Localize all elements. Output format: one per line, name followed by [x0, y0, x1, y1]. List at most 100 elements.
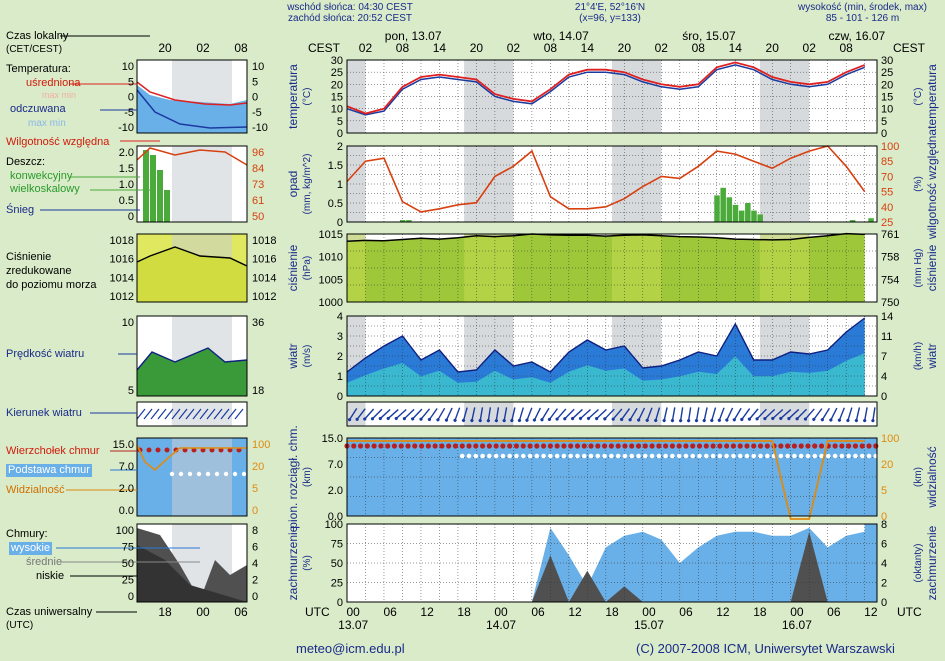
mini-arrow — [150, 408, 160, 420]
wind-arrow — [671, 407, 676, 421]
utc-tick: 12 — [568, 605, 582, 619]
cloud-base-dot — [690, 453, 696, 459]
cloud-top-dot — [812, 443, 818, 449]
cloud-top-dot — [446, 443, 452, 449]
y-tick-right: 25 — [881, 67, 893, 79]
wind-arrow-head — [570, 416, 575, 421]
cloud-top-dot — [588, 443, 594, 449]
wind-arrow — [526, 407, 533, 421]
cloud-base-dot — [792, 453, 797, 459]
mini-tick-left: -5 — [124, 107, 134, 119]
mini-base-dot — [187, 471, 193, 477]
legend-pressure-3: do poziomu morza — [6, 279, 97, 291]
mini-tick-right: 18 — [252, 385, 264, 397]
wind-arrow — [748, 408, 759, 420]
wind-arrow-head — [510, 418, 514, 423]
cloud-top-dot — [513, 443, 520, 449]
wind-arrow — [703, 407, 708, 421]
wind-arrow-head — [427, 417, 432, 422]
y-title-right: ciśnienie — [925, 244, 939, 291]
wind-arrow-head — [363, 417, 367, 421]
wind-arrow-head — [645, 418, 649, 422]
mini-utc-tick: 18 — [158, 605, 172, 619]
coords-text: 21°4'E, 52°16'N — [574, 2, 646, 13]
mini-frame — [136, 233, 248, 303]
wind-arrow-head — [628, 418, 632, 422]
cloud-base-dot — [744, 453, 750, 459]
cloud-base-dot — [554, 453, 560, 459]
utc-right: UTC — [897, 605, 922, 619]
cloud-top-dot — [371, 443, 377, 449]
y-tick-left: 7.0 — [328, 459, 343, 471]
legend-clouds-medium: średnie — [26, 556, 63, 568]
mini-tick-right: 0 — [252, 505, 258, 517]
legend-utc: Czas uniwersalny — [6, 606, 93, 618]
local-tick: 20 — [470, 41, 484, 55]
mini-tick-left: 2.0 — [119, 483, 134, 495]
mini-tick-left: 2.0 — [119, 147, 134, 159]
y-tick-left: 0 — [337, 217, 343, 229]
wind-arrow — [479, 407, 484, 421]
wind-arrow-head — [532, 418, 537, 422]
mini-tick-left: 0 — [128, 591, 134, 603]
mini-perceived — [136, 89, 248, 129]
y-tick-right: 754 — [881, 274, 899, 286]
cloud-top-dot — [683, 443, 689, 449]
rain-bar — [868, 218, 874, 222]
day-label: śro, 15.07 — [682, 29, 736, 43]
contact-email[interactable]: meteo@icm.edu.pl — [296, 641, 405, 656]
mini-tick-right: 6 — [252, 542, 258, 554]
mini-wind-area — [137, 348, 247, 396]
wind-arrow-head — [694, 419, 699, 423]
y-title-right: widzialność — [925, 446, 939, 508]
cloud-base-dot — [819, 453, 824, 459]
wind-arrow-head — [871, 419, 875, 423]
utc-tick: 12 — [716, 605, 730, 619]
wind-arrow-head — [370, 417, 375, 421]
y-tick-left: 4 — [337, 311, 343, 323]
cloud-top-dot — [703, 443, 709, 449]
wind-arrow-head — [795, 417, 799, 421]
cloud-top-dot — [669, 443, 675, 449]
day-label: pon, 13.07 — [385, 29, 442, 43]
y-tick-right: 55 — [881, 187, 893, 199]
wind-arrow — [454, 407, 461, 421]
cloud-top-dot — [378, 443, 384, 449]
cloud-base-dot — [561, 453, 567, 459]
wind-arrow-head — [710, 418, 714, 423]
mini-tick-right: 0 — [252, 92, 258, 104]
wind-arrow-head — [854, 418, 858, 423]
y-tick-left: 2.0 — [328, 485, 343, 497]
cloud-top-dot — [466, 443, 472, 449]
wind-arrow — [695, 407, 700, 421]
wind-arrow-head — [755, 417, 759, 421]
elevation-values: 85 - 101 - 126 m — [825, 13, 900, 24]
wind-arrow — [655, 407, 661, 421]
legend-local-time-sub: (CET/CEST) — [6, 44, 63, 55]
mini-tick-right: 1018 — [252, 235, 276, 247]
cloud-base-dot — [724, 453, 729, 459]
series-perceived-temp — [346, 64, 865, 116]
wind-arrow — [638, 407, 646, 421]
utc-tick: 00 — [346, 605, 360, 619]
series-avg-temp — [346, 61, 866, 115]
wind-arrow-head — [846, 418, 850, 423]
y-tick-left: 20 — [331, 79, 343, 91]
y-tick-left: 1010 — [319, 252, 343, 264]
wind-arrow — [612, 408, 623, 420]
wind-arrow-head — [779, 416, 783, 421]
mini-tick-right: -10 — [252, 122, 268, 134]
cloud-base-dot — [602, 453, 607, 459]
wind-arrow — [687, 407, 692, 421]
cloud-top-dot — [574, 443, 581, 449]
y-tick-right: 750 — [881, 297, 899, 309]
wind-arrow-head — [555, 417, 559, 421]
mini-tick-right: 84 — [252, 163, 264, 175]
grid-coords-text: (x=96, y=133) — [579, 13, 641, 24]
cloud-base-dot — [737, 453, 743, 459]
utc-tick: 18 — [457, 605, 471, 619]
mini-tick-left: -10 — [118, 122, 134, 134]
mini-rain-bar — [143, 150, 149, 222]
wind-arrow — [471, 407, 476, 421]
